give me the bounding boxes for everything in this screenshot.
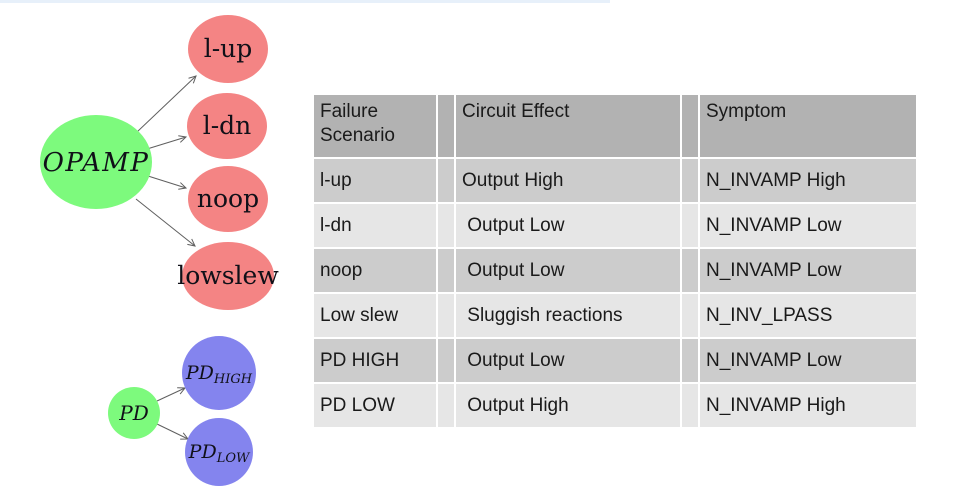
cell-scenario: l-up: [314, 159, 436, 202]
node-lowslew-ellipse: [182, 242, 274, 310]
node-lowslew-label: lowslew: [177, 261, 279, 290]
node-opamp-ellipse: [40, 115, 152, 209]
node-opamp-label: OPAMP: [43, 148, 150, 178]
cell-spacer: [438, 339, 454, 382]
table-row: l-dn Output Low N_INVAMP Low: [314, 204, 916, 247]
header-failure-scenario: Failure Scenario: [314, 95, 436, 157]
node-pdhigh-label: PDHIGH: [185, 362, 253, 387]
node-pdhigh-label-sub: HIGH: [213, 372, 253, 387]
header-spacer: [682, 95, 698, 157]
cell-spacer: [682, 204, 698, 247]
cell-symptom: N_INVAMP Low: [700, 339, 916, 382]
node-ldn-label: l-dn: [203, 111, 252, 140]
header-spacer: [438, 95, 454, 157]
cell-scenario: Low slew: [314, 294, 436, 337]
failure-scenario-table: Failure Scenario Circuit Effect Symptom …: [312, 93, 918, 429]
cell-spacer: [682, 294, 698, 337]
cell-spacer: [682, 249, 698, 292]
table-row: l-up Output High N_INVAMP High: [314, 159, 916, 202]
cell-effect: Output High: [456, 159, 680, 202]
node-pd-label: PD: [118, 401, 149, 425]
cell-scenario: PD LOW: [314, 384, 436, 427]
table-row: Low slew Sluggish reactions N_INV_LPASS: [314, 294, 916, 337]
node-pdlow-label: PDLOW: [188, 441, 251, 466]
cell-scenario: l-dn: [314, 204, 436, 247]
cell-effect: Sluggish reactions: [456, 294, 680, 337]
header-circuit-effect: Circuit Effect: [456, 95, 680, 157]
edge-opamp-lowslew: [135, 198, 196, 247]
node-noop-ellipse: [188, 166, 268, 232]
header-symptom: Symptom: [700, 95, 916, 157]
cell-symptom: N_INVAMP High: [700, 159, 916, 202]
cell-effect: Output High: [456, 384, 680, 427]
cell-symptom: N_INV_LPASS: [700, 294, 916, 337]
cell-scenario: PD HIGH: [314, 339, 436, 382]
table-row: PD HIGH Output Low N_INVAMP Low: [314, 339, 916, 382]
node-pdhigh-label-main: PD: [185, 362, 214, 384]
node-noop-label: noop: [197, 184, 259, 213]
edge-opamp-ldn: [146, 135, 188, 150]
table-row: PD LOW Output High N_INVAMP High: [314, 384, 916, 427]
node-ldn-ellipse: [187, 93, 267, 159]
cell-spacer: [438, 384, 454, 427]
cell-symptom: N_INVAMP High: [700, 384, 916, 427]
table-row: noop Output Low N_INVAMP Low: [314, 249, 916, 292]
node-pdlow-label-main: PD: [188, 441, 217, 463]
cell-effect: Output Low: [456, 339, 680, 382]
cell-spacer: [438, 204, 454, 247]
cell-spacer: [438, 249, 454, 292]
edge-opamp-lup: [136, 75, 197, 133]
pd-edges: [156, 387, 190, 440]
cell-symptom: N_INVAMP Low: [700, 204, 916, 247]
cell-spacer: [438, 159, 454, 202]
edge-opamp-noop: [147, 175, 188, 190]
cell-symptom: N_INVAMP Low: [700, 249, 916, 292]
cell-scenario: noop: [314, 249, 436, 292]
cell-spacer: [682, 384, 698, 427]
node-lup-ellipse: [188, 15, 268, 83]
node-pdhigh-ellipse: [182, 336, 256, 410]
cell-spacer: [682, 159, 698, 202]
fault-tree-diagram: OPAMP l-up l-dn noop lowslew PD PDHIGH P…: [40, 15, 279, 486]
cell-effect: Output Low: [456, 249, 680, 292]
node-lup-label: l-up: [204, 34, 253, 63]
node-pd-ellipse: [108, 387, 160, 439]
edge-pd-pdhigh: [156, 387, 187, 402]
edge-pd-pdlow: [156, 423, 190, 440]
table-header-row: Failure Scenario Circuit Effect Symptom: [314, 95, 916, 157]
cell-spacer: [438, 294, 454, 337]
window-edge-strip: [0, 0, 610, 3]
opamp-edges: [135, 75, 197, 247]
node-pdlow-ellipse: [185, 418, 253, 486]
cell-spacer: [682, 339, 698, 382]
node-pdlow-label-sub: LOW: [216, 451, 251, 466]
cell-effect: Output Low: [456, 204, 680, 247]
